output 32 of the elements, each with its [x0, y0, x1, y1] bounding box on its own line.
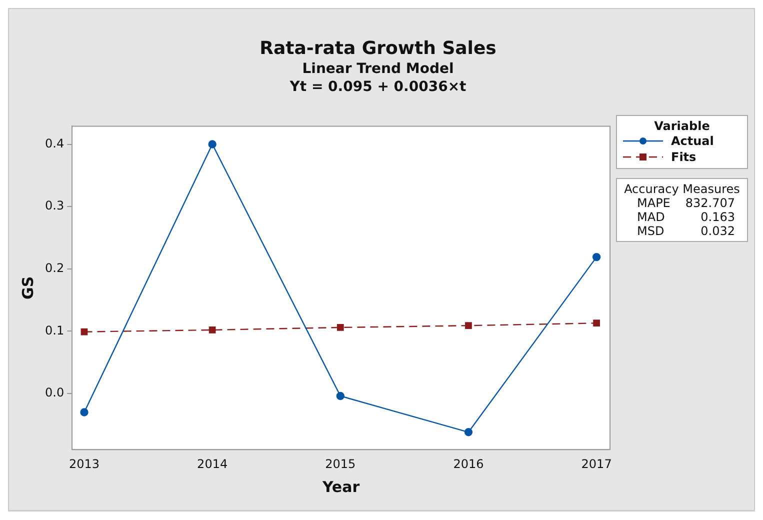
point: [465, 322, 472, 330]
point: [80, 328, 88, 336]
point: [592, 252, 601, 262]
y-tick-label: 0.4: [44, 136, 64, 150]
legend-title: Variable: [653, 119, 711, 133]
chart-subtitle: Linear Trend Model: [301, 61, 455, 77]
chart-title: Rata-rata Growth Sales: [258, 38, 498, 59]
y-tick-label: 0.1: [44, 323, 64, 338]
text: MAPE 832.707: [637, 196, 735, 210]
point: [208, 326, 216, 334]
x-tick-label: 2013: [68, 456, 100, 471]
point: [208, 140, 216, 148]
x-axis-title: Year: [321, 478, 360, 496]
point: [336, 392, 344, 400]
text: Accuracy Measures: [623, 182, 741, 196]
text: Yt = 0.095 + 0.0036×t: [288, 79, 468, 95]
point: [80, 408, 88, 416]
y-axis-title: GS: [18, 276, 37, 300]
x-tick-label: 2014: [197, 456, 228, 471]
x-tick-label: 2015: [325, 456, 356, 471]
legend-label: Fits: [671, 150, 696, 164]
point: [464, 428, 473, 436]
x-tick-label: 2017: [581, 456, 612, 471]
x-tick-label: 2016: [453, 456, 484, 471]
y-tick-label: 0.2: [44, 261, 64, 276]
text: MSD 0.032: [637, 224, 735, 238]
point: [336, 324, 344, 331]
legend-label: Actual: [671, 134, 714, 148]
y-tick-label: 0.0: [44, 386, 64, 400]
text: MAD 0.163: [637, 210, 735, 224]
point: [593, 320, 600, 327]
y-tick-label: 0.3: [44, 198, 64, 213]
